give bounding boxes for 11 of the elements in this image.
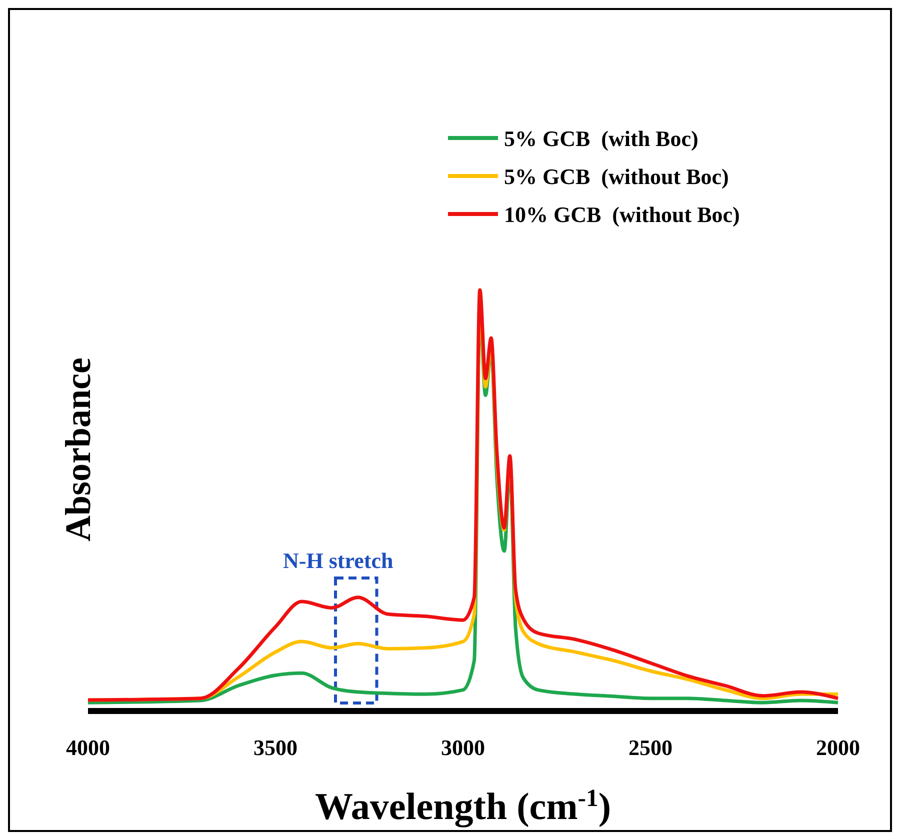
annotation: N-H stretch <box>283 548 394 573</box>
x-tick-label: 2000 <box>816 735 860 760</box>
x-tick-label: 4000 <box>66 735 110 760</box>
x-axis-title: Wavelength (cm$^{-1}$) <box>314 784 612 828</box>
x-tick-label: 3500 <box>254 735 298 760</box>
x-tick-label: 3000 <box>441 735 485 760</box>
legend-label: 5% GCB (with Boc) <box>504 126 698 151</box>
y-axis-title: Absorbance <box>58 357 98 542</box>
legend-label: 5% GCB (without Boc) <box>504 164 729 189</box>
legend-label: 10% GCB (without Boc) <box>504 202 740 227</box>
x-tick-label: 2500 <box>628 735 672 760</box>
